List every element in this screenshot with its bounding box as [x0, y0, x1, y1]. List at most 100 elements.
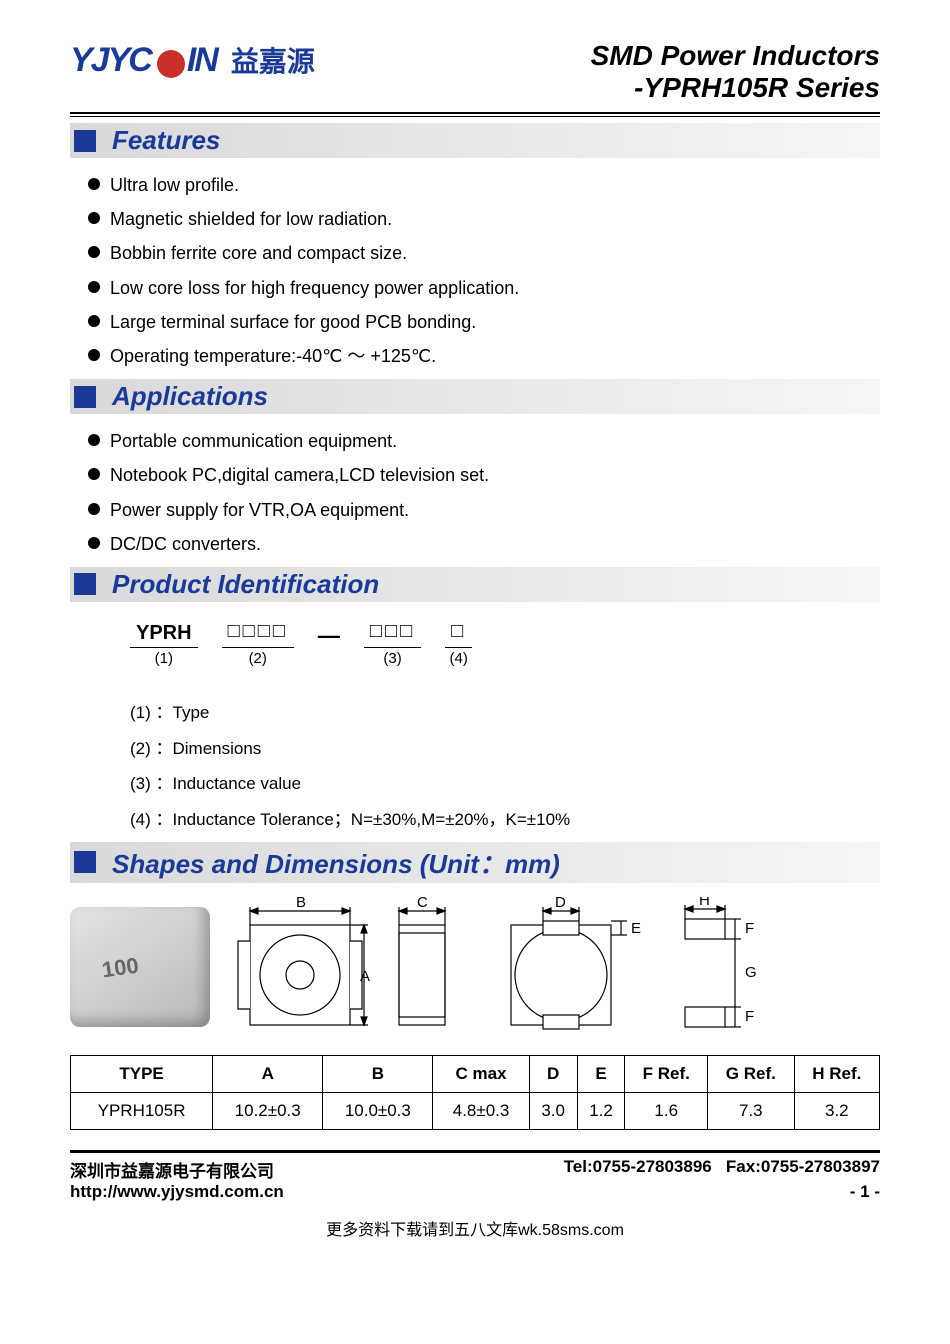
features-list: Ultra low profile. Magnetic shielded for…	[70, 168, 880, 373]
th: H Ref.	[794, 1055, 879, 1092]
dim-label-b: B	[296, 897, 306, 911]
th: B	[323, 1055, 433, 1092]
pid-top: □	[445, 620, 472, 648]
pid-part-1: YPRH (1)	[130, 622, 198, 667]
square-bullet-icon	[74, 130, 96, 152]
footer: 深圳市益嘉源电子有限公司 Tel:0755-27803896 Fax:0755-…	[70, 1150, 880, 1202]
dimensions-table: TYPE A B C max D E F Ref. G Ref. H Ref. …	[70, 1055, 880, 1130]
legend-item: (4) ：Inductance Tolerance；N=±30%,M=±20%，…	[130, 802, 880, 838]
logo-text-left: YJYC	[70, 41, 151, 80]
diagram-row: B A C	[70, 897, 880, 1037]
logo: YJYC IN 益嘉源	[70, 40, 315, 80]
pid-part-3: □□□ (3)	[364, 620, 421, 667]
table-row: YPRH105R 10.2±0.3 10.0±0.3 4.8±0.3 3.0 1…	[71, 1092, 880, 1129]
dim-label-f2: F	[745, 1008, 754, 1025]
th: F Ref.	[625, 1055, 708, 1092]
bottom-note: 更多资料下载请到五八文库wk.58sms.com	[70, 1216, 880, 1240]
title-line2: -YPRH105R Series	[591, 72, 880, 104]
dim-label-g: G	[745, 964, 757, 981]
footer-page: - 1 -	[850, 1182, 880, 1202]
header: YJYC IN 益嘉源 SMD Power Inductors -YPRH105…	[70, 40, 880, 104]
logo-chinese: 益嘉源	[231, 40, 315, 80]
td: 1.2	[577, 1092, 625, 1129]
footer-divider	[70, 1150, 880, 1153]
dim-label-f: F	[745, 920, 754, 937]
td: YPRH105R	[71, 1092, 213, 1129]
footer-row1: 深圳市益嘉源电子有限公司 Tel:0755-27803896 Fax:0755-…	[70, 1157, 880, 1182]
product-id-code: YPRH (1) □□□□ (2) — □□□ (3) □ (4)	[130, 620, 880, 667]
features-heading: Features	[70, 123, 880, 158]
square-bullet-icon	[74, 851, 96, 873]
footer-tel: Tel:0755-27803896	[564, 1157, 712, 1176]
td: 10.2±0.3	[213, 1092, 323, 1129]
legend-item: (1) ：Type	[130, 695, 880, 731]
square-bullet-icon	[74, 573, 96, 595]
td: 4.8±0.3	[433, 1092, 529, 1129]
pid-bot: (3)	[364, 650, 421, 667]
page-root: YJYC IN 益嘉源 SMD Power Inductors -YPRH105…	[0, 0, 950, 1260]
footer-company: 深圳市益嘉源电子有限公司	[70, 1157, 274, 1182]
product-id-heading: Product Identification	[70, 567, 880, 602]
th: E	[577, 1055, 625, 1092]
divider-top-thin	[70, 116, 880, 117]
footer-url: http://www.yjysmd.com.cn	[70, 1182, 284, 1202]
td: 7.3	[707, 1092, 794, 1129]
title-line1: SMD Power Inductors	[591, 40, 880, 72]
td: 10.0±0.3	[323, 1092, 433, 1129]
dim-label-a: A	[360, 968, 370, 985]
td: 3.0	[529, 1092, 577, 1129]
divider-top-thick	[70, 112, 880, 114]
features-title: Features	[112, 125, 220, 156]
list-item: Bobbin ferrite core and compact size.	[88, 236, 880, 270]
diagram-bottom-view: D E	[489, 897, 649, 1037]
th: G Ref.	[707, 1055, 794, 1092]
list-item: Operating temperature:-40℃ ～ +125℃.	[88, 339, 880, 373]
th: D	[529, 1055, 577, 1092]
footer-fax: Fax:0755-27803897	[726, 1157, 880, 1176]
shapes-title: Shapes and Dimensions (Unit：mm)	[112, 844, 560, 881]
product-id-title: Product Identification	[112, 569, 379, 600]
list-item: Large terminal surface for good PCB bond…	[88, 305, 880, 339]
square-bullet-icon	[74, 386, 96, 408]
logo-coin-icon	[157, 50, 185, 78]
legend-item: (3) ：Inductance value	[130, 766, 880, 802]
list-item: Portable communication equipment.	[88, 424, 880, 458]
list-item: Low core loss for high frequency power a…	[88, 271, 880, 305]
dim-label-e: E	[631, 920, 641, 937]
footer-row2: http://www.yjysmd.com.cn - 1 -	[70, 1182, 880, 1202]
product-photo	[70, 907, 210, 1027]
td: 3.2	[794, 1092, 879, 1129]
product-id-legend: (1) ：Type (2) ：Dimensions (3) ：Inductanc…	[130, 695, 880, 838]
td: 1.6	[625, 1092, 708, 1129]
legend-item: (2) ：Dimensions	[130, 731, 880, 767]
pid-part-4: □ (4)	[445, 620, 472, 667]
applications-list: Portable communication equipment. Notebo…	[70, 424, 880, 561]
applications-heading: Applications	[70, 379, 880, 414]
shapes-heading: Shapes and Dimensions (Unit：mm)	[70, 842, 880, 883]
dim-label-h: H	[699, 897, 710, 909]
th: A	[213, 1055, 323, 1092]
list-item: Notebook PC,digital camera,LCD televisio…	[88, 458, 880, 492]
logo-text-right: IN	[187, 41, 217, 80]
pid-top: □□□□	[222, 620, 294, 648]
list-item: Magnetic shielded for low radiation.	[88, 202, 880, 236]
footer-contacts: Tel:0755-27803896 Fax:0755-27803897	[564, 1157, 880, 1182]
list-item: Ultra low profile.	[88, 168, 880, 202]
list-item: DC/DC converters.	[88, 527, 880, 561]
diagram-side-view: C	[391, 897, 471, 1037]
dim-label-c: C	[417, 897, 428, 911]
pid-bot: (1)	[130, 650, 198, 667]
table-header-row: TYPE A B C max D E F Ref. G Ref. H Ref.	[71, 1055, 880, 1092]
list-item: Power supply for VTR,OA equipment.	[88, 493, 880, 527]
pid-bot: (4)	[445, 650, 472, 667]
th: C max	[433, 1055, 529, 1092]
pid-top: □□□	[364, 620, 421, 648]
diagram-top-view: B A	[228, 897, 373, 1037]
dim-label-d: D	[555, 897, 566, 911]
pid-part-2: □□□□ (2)	[222, 620, 294, 667]
title-block: SMD Power Inductors -YPRH105R Series	[591, 40, 880, 104]
pid-dash: —	[318, 623, 340, 667]
pid-bot: (2)	[222, 650, 294, 667]
pid-top: YPRH	[130, 622, 198, 648]
th: TYPE	[71, 1055, 213, 1092]
